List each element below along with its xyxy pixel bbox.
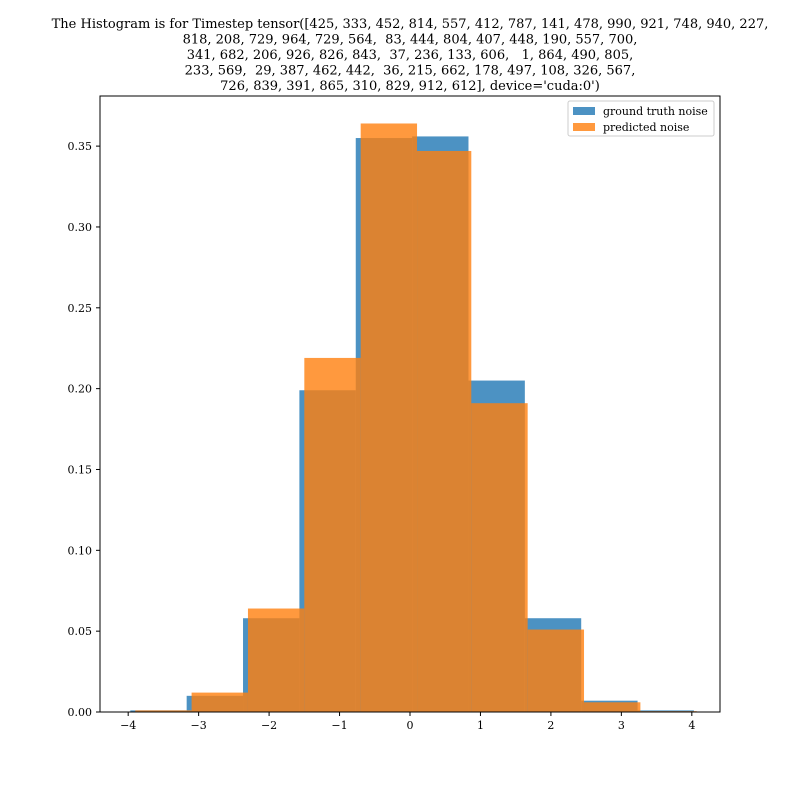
y-tick-label: 0.35 xyxy=(68,140,93,153)
legend-label: predicted noise xyxy=(603,121,689,134)
histogram-bar xyxy=(191,692,248,712)
x-tick-label: −3 xyxy=(191,719,207,732)
chart-title-line: 818, 208, 729, 964, 729, 564, 83, 444, 8… xyxy=(183,33,638,48)
x-tick-label: −1 xyxy=(331,719,347,732)
x-tick-label: 4 xyxy=(688,719,695,732)
legend-swatch xyxy=(573,107,595,115)
x-tick-label: 1 xyxy=(477,719,484,732)
y-tick-label: 0.10 xyxy=(68,544,93,557)
x-tick-label: −2 xyxy=(261,719,277,732)
y-axis: 0.00 0.05 0.10 0.15 0.20 0.25 0.30 0.35 xyxy=(68,140,100,719)
chart-title-line: 341, 682, 206, 926, 826, 843, 37, 236, 1… xyxy=(187,48,634,63)
histogram-bar xyxy=(360,123,418,712)
x-tick-label: 0 xyxy=(407,719,414,732)
y-tick-label: 0.25 xyxy=(68,302,93,315)
y-tick-label: 0.05 xyxy=(68,625,93,638)
y-tick-label: 0.00 xyxy=(68,706,93,719)
series-predicted-noise xyxy=(135,123,697,712)
histogram-bar xyxy=(304,357,361,712)
y-tick-label: 0.15 xyxy=(68,463,93,476)
histogram-bar xyxy=(584,702,641,712)
legend: ground truth noise predicted noise xyxy=(567,100,715,137)
x-tick-label: 2 xyxy=(547,719,554,732)
x-tick-label: 3 xyxy=(618,719,625,732)
chart-title-line: The Histogram is for Timestep tensor([42… xyxy=(52,17,769,32)
legend-label: ground truth noise xyxy=(603,105,708,118)
histogram-bar xyxy=(471,403,528,712)
chart-title: The Histogram is for Timestep tensor([42… xyxy=(52,17,769,94)
y-tick-label: 0.20 xyxy=(68,383,93,396)
legend-swatch xyxy=(573,123,595,131)
x-axis: −4 −3 −2 −1 0 1 2 3 4 xyxy=(120,712,695,732)
histogram-bar xyxy=(247,608,305,712)
histogram-bars xyxy=(130,123,697,713)
y-tick-label: 0.30 xyxy=(68,221,93,234)
legend-box xyxy=(567,100,715,137)
chart-title-line: 726, 839, 391, 865, 310, 829, 912, 612],… xyxy=(220,79,600,94)
histogram-bar xyxy=(527,629,585,712)
histogram-bar xyxy=(417,150,472,712)
histogram-bar xyxy=(135,710,192,712)
x-tick-label: −4 xyxy=(120,719,136,732)
chart-title-line: 233, 569, 29, 387, 462, 442, 36, 215, 66… xyxy=(185,64,636,79)
